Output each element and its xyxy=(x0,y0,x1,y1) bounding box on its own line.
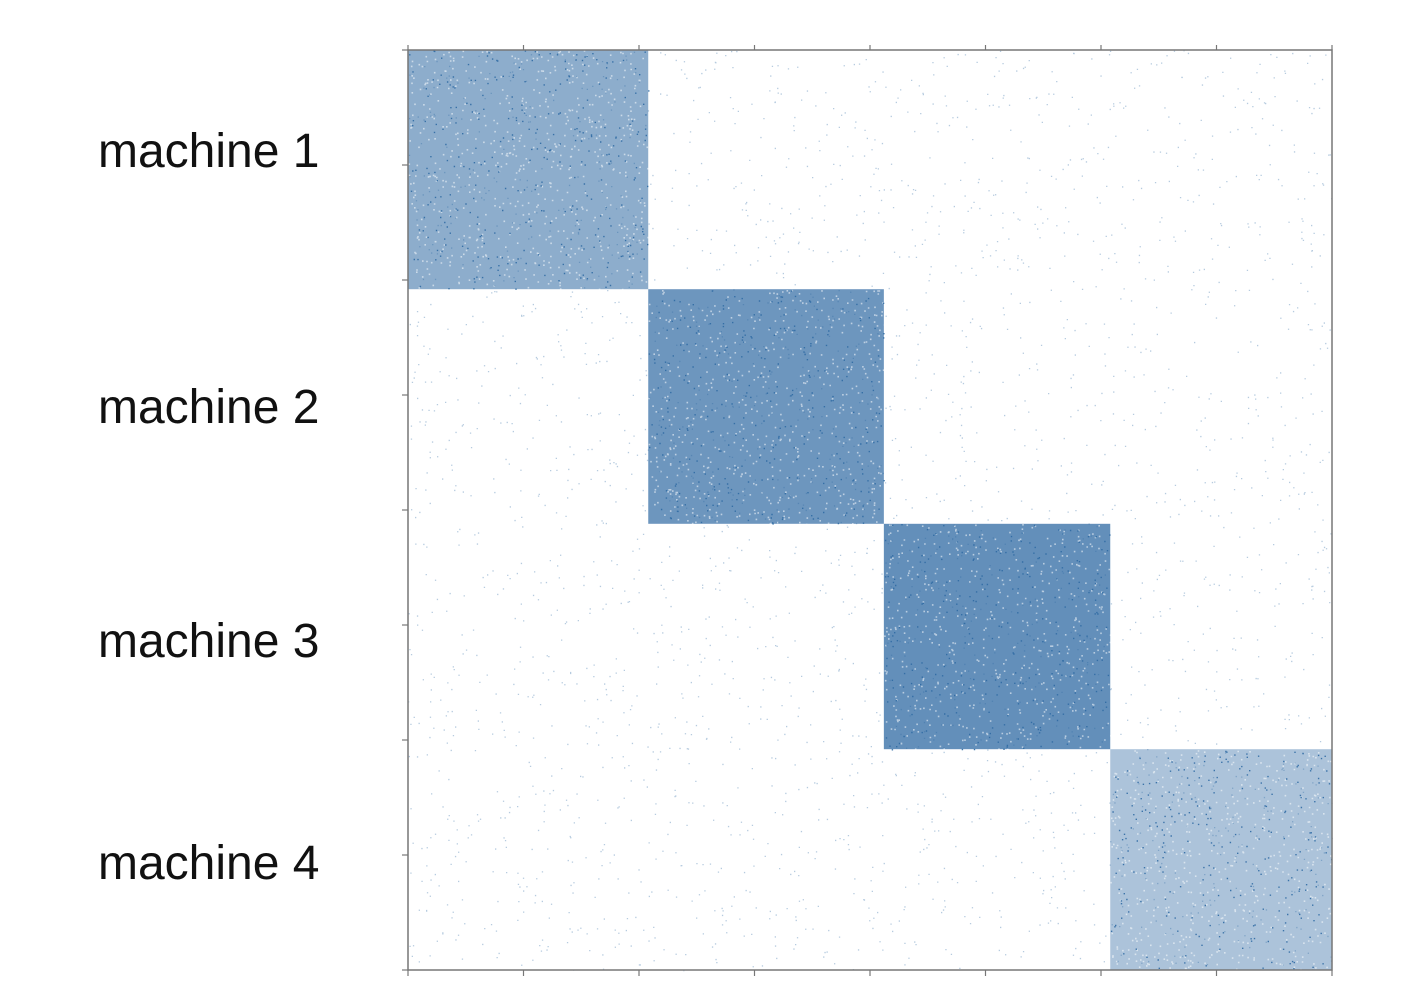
block-2 xyxy=(648,289,886,526)
row-label-machine-1: machine 1 xyxy=(98,125,320,178)
block-3 xyxy=(883,523,1112,751)
row-label-machine-2: machine 2 xyxy=(98,381,320,434)
block-4-texture xyxy=(1110,750,1332,972)
block-4 xyxy=(1110,749,1333,972)
block-1 xyxy=(408,50,650,291)
row-label-machine-3: machine 3 xyxy=(98,615,320,668)
axis-ticks xyxy=(402,45,1333,976)
block-1-fill xyxy=(408,50,649,290)
row-label-machine-4: machine 4 xyxy=(98,837,320,890)
block-2-fill xyxy=(648,289,884,524)
block-3-fill xyxy=(883,523,1111,750)
matrix-blocks xyxy=(408,50,1333,972)
block-4-fill xyxy=(1110,749,1332,970)
plot-frame xyxy=(407,49,1333,971)
